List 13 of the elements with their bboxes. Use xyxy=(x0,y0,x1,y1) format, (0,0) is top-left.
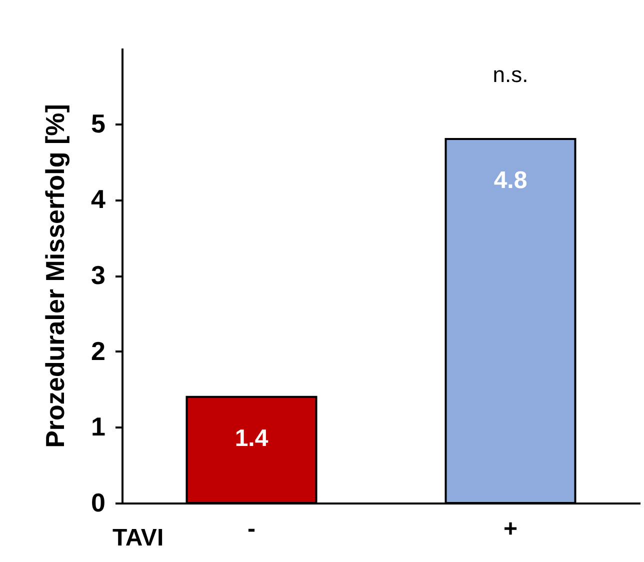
y-axis-title: Prozeduraler Misserfolg [%] xyxy=(40,104,70,448)
y-tick-label: 3 xyxy=(91,260,106,290)
annotation: n.s. xyxy=(492,62,528,87)
data-label: 1.4 xyxy=(234,424,269,452)
y-tick-label: 1 xyxy=(91,412,106,442)
y-tick-label: 4 xyxy=(91,184,106,214)
y-tick-label: 0 xyxy=(91,488,106,518)
data-label: 4.8 xyxy=(494,167,528,194)
x-tick-label: - xyxy=(248,516,256,542)
y-tick-label: 2 xyxy=(91,336,106,366)
x-axis-title: TAVI xyxy=(112,524,164,552)
y-tick-label: 5 xyxy=(91,108,106,138)
x-tick-label: + xyxy=(503,516,518,542)
